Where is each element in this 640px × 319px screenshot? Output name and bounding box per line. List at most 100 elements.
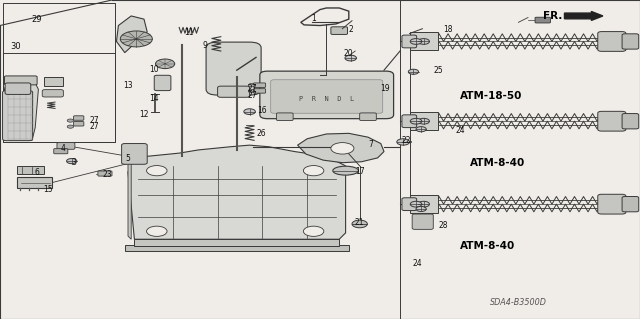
FancyBboxPatch shape: [271, 80, 383, 113]
Circle shape: [67, 159, 77, 164]
Text: 23: 23: [102, 170, 113, 179]
Text: 13: 13: [123, 81, 133, 90]
FancyArrow shape: [564, 11, 603, 20]
Circle shape: [244, 109, 255, 115]
FancyBboxPatch shape: [260, 71, 394, 119]
FancyBboxPatch shape: [42, 90, 63, 97]
Circle shape: [416, 127, 426, 132]
Text: 9: 9: [202, 41, 207, 50]
Text: P  R  N  D  L: P R N D L: [299, 96, 354, 102]
Text: 24: 24: [456, 126, 466, 135]
Bar: [3, 3, 115, 142]
Circle shape: [408, 69, 419, 74]
Circle shape: [410, 201, 422, 207]
Text: 17: 17: [355, 167, 365, 176]
Circle shape: [410, 39, 422, 44]
Circle shape: [418, 39, 429, 44]
Text: 12: 12: [140, 110, 148, 119]
Text: 28: 28: [438, 221, 447, 230]
Text: 1: 1: [311, 14, 316, 23]
FancyBboxPatch shape: [74, 116, 84, 120]
Circle shape: [156, 59, 175, 69]
FancyBboxPatch shape: [598, 32, 626, 51]
FancyBboxPatch shape: [17, 166, 44, 174]
Text: 29: 29: [32, 15, 42, 24]
FancyBboxPatch shape: [535, 17, 550, 23]
Text: ATM-8-40: ATM-8-40: [470, 158, 525, 168]
Circle shape: [416, 206, 426, 211]
Text: SDA4-B3500D: SDA4-B3500D: [490, 298, 547, 307]
Polygon shape: [128, 145, 346, 239]
FancyBboxPatch shape: [622, 114, 639, 129]
Circle shape: [345, 55, 356, 61]
FancyBboxPatch shape: [54, 149, 68, 154]
FancyBboxPatch shape: [98, 171, 112, 176]
Text: 25: 25: [433, 66, 444, 75]
Text: 10: 10: [148, 65, 159, 74]
FancyBboxPatch shape: [402, 198, 417, 211]
FancyBboxPatch shape: [410, 32, 438, 50]
Text: 20: 20: [344, 49, 354, 58]
Circle shape: [303, 226, 324, 236]
Text: ATM-18-50: ATM-18-50: [460, 91, 523, 101]
FancyBboxPatch shape: [57, 143, 75, 149]
Text: 16: 16: [257, 106, 268, 115]
Text: 7: 7: [369, 140, 374, 149]
FancyBboxPatch shape: [17, 177, 52, 188]
Text: 4: 4: [60, 144, 65, 153]
Bar: [3, 53, 115, 142]
Circle shape: [410, 118, 422, 124]
FancyBboxPatch shape: [410, 195, 438, 213]
FancyBboxPatch shape: [253, 83, 266, 87]
FancyBboxPatch shape: [622, 197, 639, 212]
Text: 30: 30: [11, 42, 21, 51]
Polygon shape: [298, 133, 384, 163]
Text: 26: 26: [256, 129, 266, 138]
Text: ATM-8-40: ATM-8-40: [460, 241, 515, 251]
FancyBboxPatch shape: [412, 214, 433, 229]
Circle shape: [147, 226, 167, 236]
FancyBboxPatch shape: [331, 27, 348, 34]
FancyBboxPatch shape: [218, 86, 250, 97]
Circle shape: [397, 139, 410, 145]
Bar: [44, 77, 63, 86]
Circle shape: [418, 118, 429, 124]
Circle shape: [147, 166, 167, 176]
Text: 27: 27: [90, 116, 100, 125]
FancyBboxPatch shape: [74, 122, 84, 126]
Text: 6: 6: [35, 168, 40, 177]
FancyBboxPatch shape: [598, 194, 626, 214]
Text: FR.: FR.: [543, 11, 562, 21]
FancyBboxPatch shape: [410, 112, 438, 130]
Circle shape: [120, 31, 152, 47]
Text: 22: 22: [402, 137, 411, 145]
Text: 11: 11: [184, 28, 193, 37]
Text: 19: 19: [380, 84, 390, 93]
Text: 2: 2: [348, 25, 353, 34]
Circle shape: [67, 119, 74, 122]
Text: 5: 5: [125, 154, 131, 163]
Text: 15: 15: [43, 185, 53, 194]
FancyBboxPatch shape: [154, 75, 171, 91]
Text: 18: 18: [444, 25, 452, 34]
Text: 24: 24: [412, 259, 422, 268]
Polygon shape: [128, 163, 131, 239]
Circle shape: [352, 220, 367, 228]
Circle shape: [303, 166, 324, 176]
FancyBboxPatch shape: [402, 115, 417, 128]
FancyBboxPatch shape: [206, 42, 261, 95]
Circle shape: [67, 125, 74, 128]
FancyBboxPatch shape: [125, 245, 349, 251]
FancyBboxPatch shape: [3, 91, 33, 141]
Ellipse shape: [333, 166, 358, 175]
FancyBboxPatch shape: [402, 35, 417, 48]
Text: 21: 21: [355, 218, 364, 227]
FancyBboxPatch shape: [622, 34, 639, 49]
FancyBboxPatch shape: [134, 239, 339, 246]
FancyBboxPatch shape: [276, 113, 293, 121]
Polygon shape: [116, 16, 147, 53]
FancyBboxPatch shape: [5, 83, 31, 94]
Text: 3: 3: [71, 158, 76, 167]
FancyBboxPatch shape: [122, 144, 147, 164]
Circle shape: [248, 84, 255, 87]
